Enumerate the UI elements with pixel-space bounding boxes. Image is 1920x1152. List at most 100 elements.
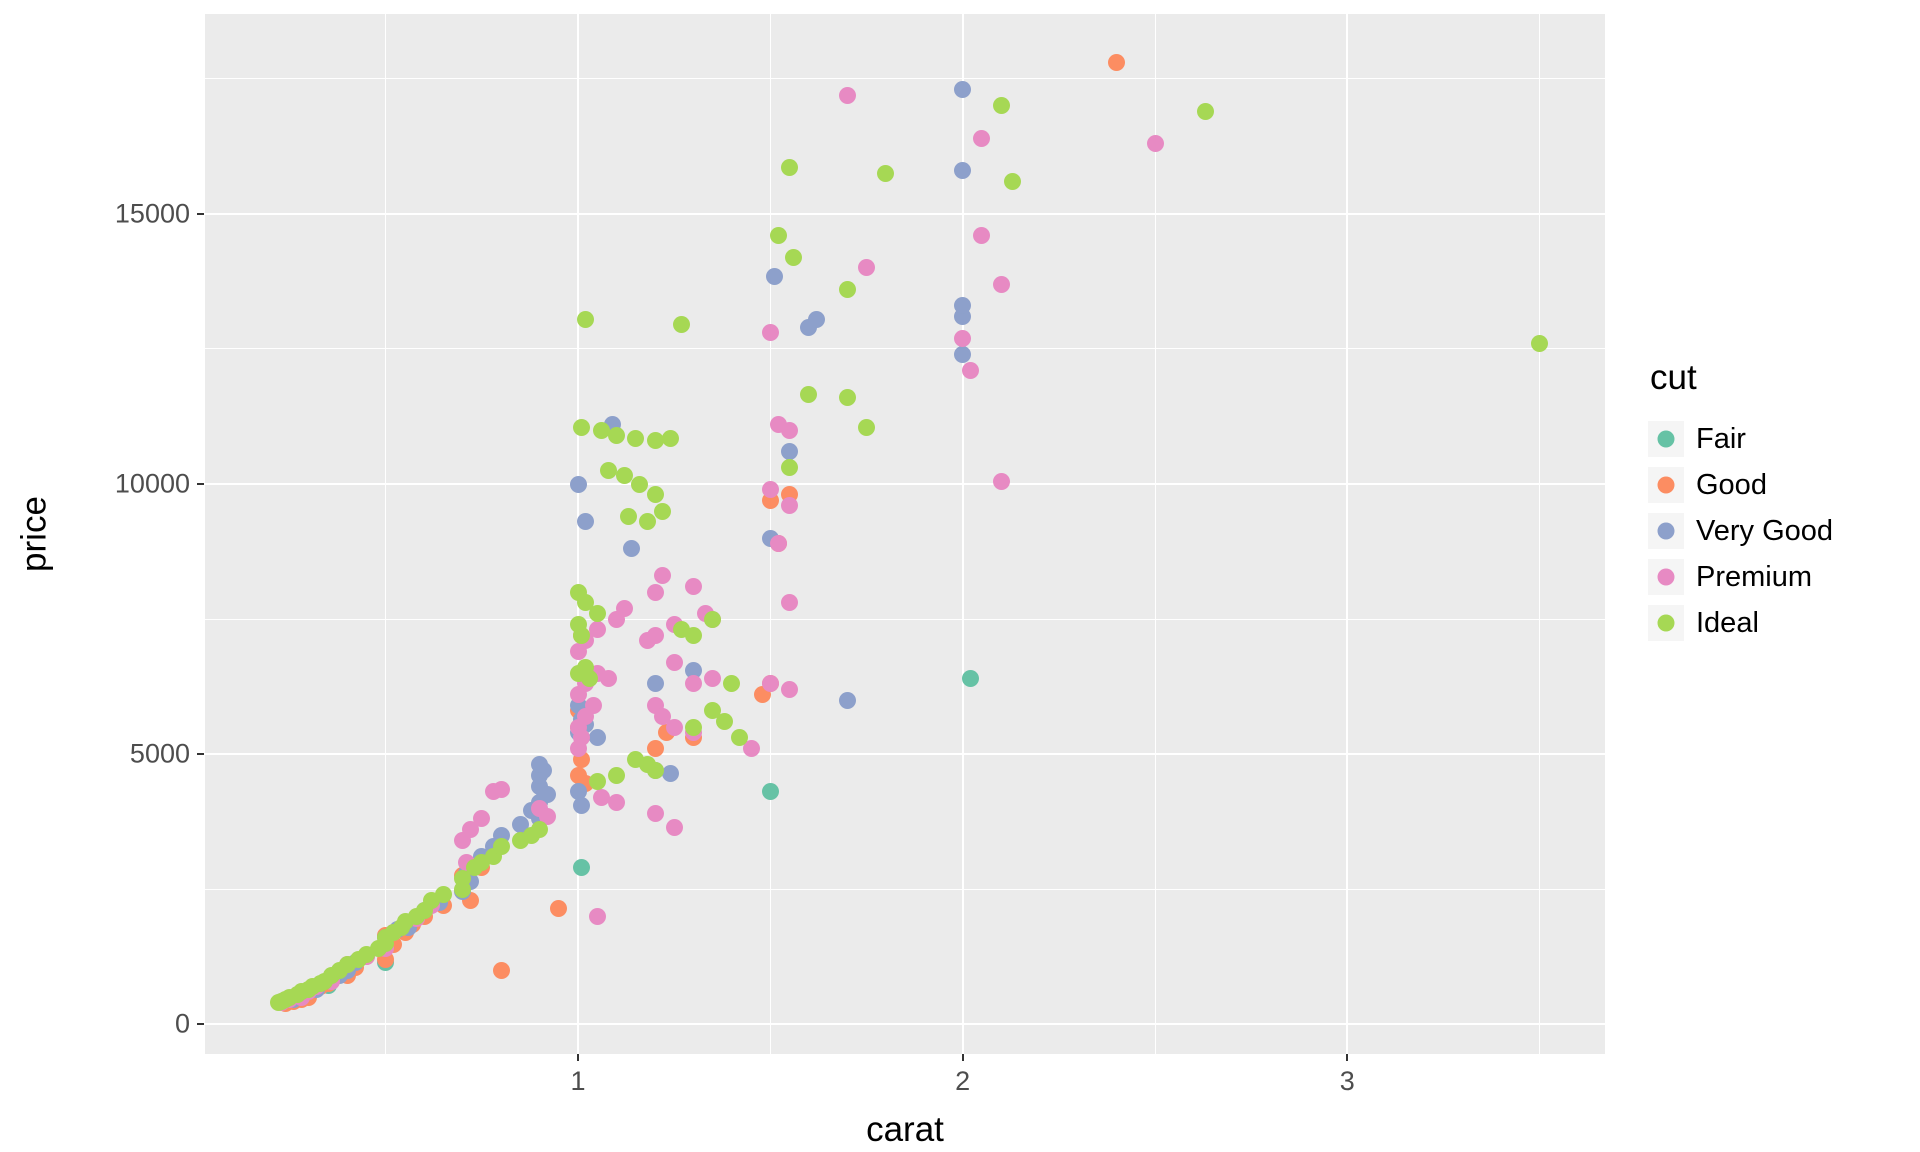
data-point-ideal [619,507,637,525]
legend-dot-icon [1657,522,1675,540]
data-point-very-good [954,297,972,315]
data-point-ideal [838,281,856,299]
x-tick-label: 3 [1339,1066,1355,1096]
data-point-ideal [800,386,818,404]
y-tick-mark [197,483,204,486]
data-point-ideal [627,429,645,447]
data-point-premium [961,362,979,380]
data-point-premium [781,594,799,612]
data-point-premium [954,329,972,347]
data-point-premium [665,653,683,671]
legend-dot-icon [1657,430,1675,448]
data-point-premium [1146,135,1164,153]
data-point-very-good [623,540,641,558]
y-minor-gridline [205,888,1605,890]
data-point-ideal [781,159,799,177]
data-point-premium [761,480,779,498]
data-point-premium [781,680,799,698]
data-point-premium [761,324,779,342]
data-point-premium [592,788,610,806]
data-point-ideal [608,426,626,444]
legend-item-very-good: Very Good [1648,508,1833,554]
data-point-premium [538,807,556,825]
data-point-ideal [654,502,672,520]
data-point-ideal [858,418,876,436]
data-point-ideal [615,467,633,485]
data-point-premium [761,675,779,693]
legend-label: Very Good [1696,514,1834,547]
data-point-premium [473,810,491,828]
data-point-ideal [781,459,799,477]
legend-dot-icon [1657,614,1675,632]
data-point-ideal [646,761,664,779]
data-point-ideal [434,886,452,904]
x-major-gridline [1346,14,1349,1054]
data-point-very-good [569,783,587,801]
plot-panel [205,14,1605,1054]
data-point-ideal [769,227,787,244]
y-major-gridline [205,212,1605,215]
data-point-premium [742,740,760,758]
data-point-very-good [588,729,606,747]
legend-key [1648,559,1684,595]
legend-items: Fair Good Very Good Premium Ideal [1648,416,1833,646]
legend-key [1648,467,1684,503]
data-point-premium [584,697,602,715]
data-point-premium [781,497,799,515]
data-point-very-good [808,310,826,328]
data-point-ideal [531,821,549,839]
x-tick-label: 2 [955,1066,971,1096]
data-point-ideal [588,772,606,790]
data-point-ideal [638,513,656,531]
data-point-very-good [781,443,799,461]
data-point-very-good [646,675,664,693]
x-tick-mark [1346,1054,1349,1061]
data-point-very-good [577,513,595,531]
data-point-premium [858,259,876,277]
data-point-premium [461,821,479,839]
data-point-ideal [631,475,649,493]
legend-dot-icon [1657,568,1675,586]
legend-dot-icon [1657,476,1675,494]
y-tick-mark [197,212,204,215]
data-point-fair [961,670,979,688]
data-point-ideal [731,729,749,747]
data-point-very-good [661,764,679,782]
y-tick-mark [197,753,204,756]
legend-title: cut [1650,358,1697,397]
data-point-ideal [684,718,702,736]
data-point-ideal [704,610,722,628]
data-point-premium [992,275,1010,293]
y-tick-label: 15000 [114,198,190,229]
data-point-very-good [538,786,556,804]
data-point-premium [838,86,856,104]
x-minor-gridline [385,14,387,1054]
y-tick-label: 10000 [114,468,190,499]
data-point-fair [761,783,779,801]
legend-label: Fair [1696,422,1746,455]
data-point-premium [588,621,606,639]
data-point-very-good [765,267,783,285]
data-point-ideal [992,97,1010,115]
data-point-premium [646,805,664,823]
data-point-very-good [573,796,591,814]
data-point-ideal [592,421,610,439]
data-point-ideal [877,164,895,182]
y-major-gridline [205,1023,1605,1026]
y-minor-gridline [205,78,1605,80]
data-point-premium [654,707,672,725]
data-point-premium [992,472,1010,490]
data-point-ideal [581,670,599,688]
data-point-ideal [673,316,691,334]
data-point-very-good [569,475,587,493]
x-major-gridline [961,14,964,1054]
data-point-ideal [1004,172,1022,190]
data-point-very-good [531,756,549,774]
data-point-premium [704,670,722,688]
legend-label: Ideal [1696,606,1759,639]
data-point-premium [769,534,787,552]
y-tick-mark [197,1023,204,1026]
data-point-ideal [608,767,626,785]
data-point-good [492,961,510,979]
